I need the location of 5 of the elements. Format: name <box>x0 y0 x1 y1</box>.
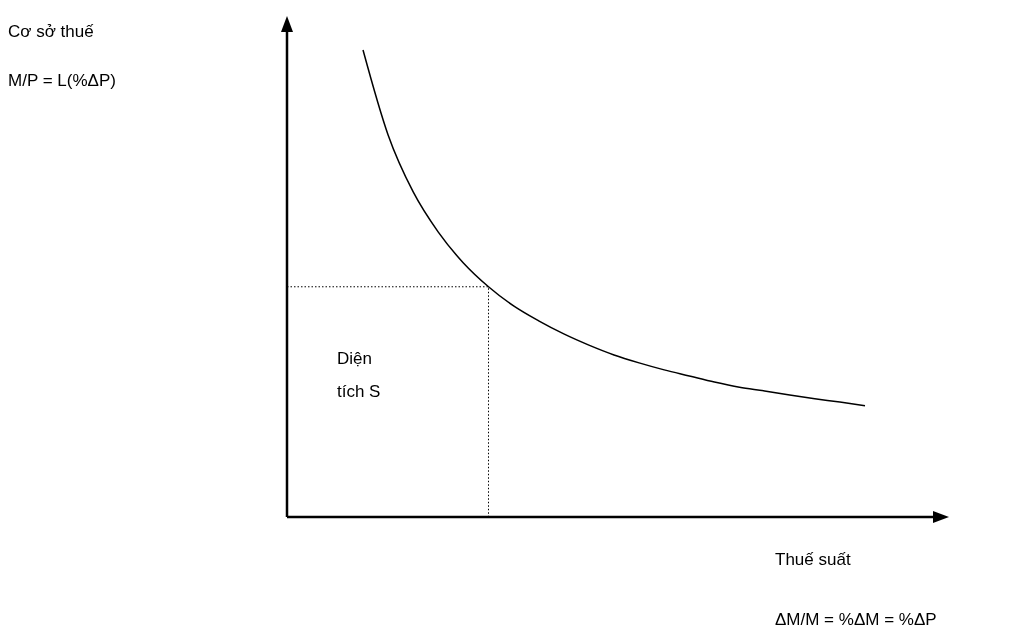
text: ΔM/M = %ΔM = %ΔP <box>775 610 937 629</box>
annotation: Diện tích S <box>337 349 381 401</box>
text: Cơ sở thuế <box>8 22 95 41</box>
text: M/P = L(%ΔP) <box>8 71 116 90</box>
x-axis-title: Thuế suất <box>775 550 851 569</box>
